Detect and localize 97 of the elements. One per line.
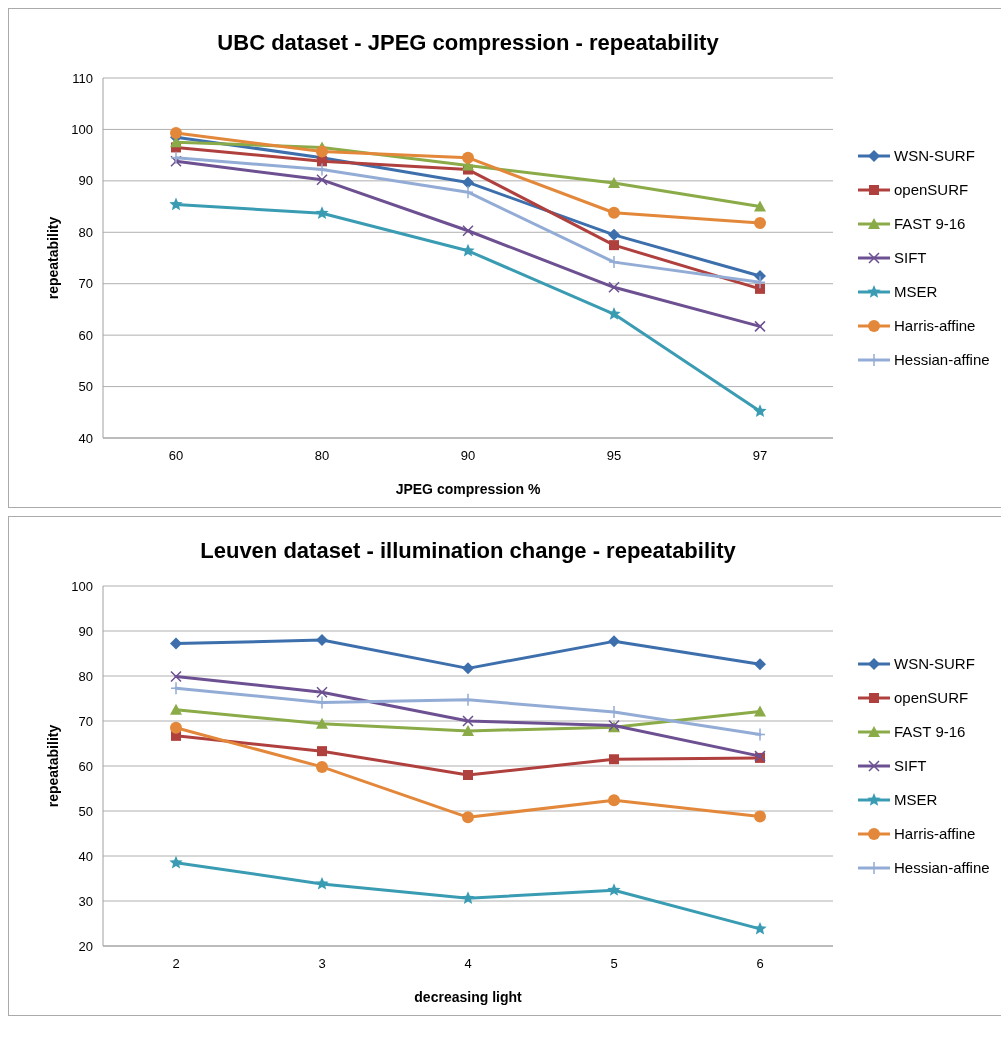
point [608, 635, 620, 648]
legend-label: Hessian-affine [894, 859, 990, 877]
point [170, 155, 182, 168]
point [754, 810, 766, 823]
point [607, 307, 621, 320]
point [462, 151, 474, 164]
y-axis-title: repeatability [45, 216, 61, 300]
y-tick-label: 30 [78, 893, 93, 909]
chart-title: Leuven dataset - illumination change - repeatability [200, 538, 737, 563]
point [316, 760, 328, 773]
point [315, 876, 329, 890]
x-tick-label: 5 [610, 956, 618, 971]
chart-title: UBC dataset - JPEG compression - repeatability [217, 30, 720, 55]
x-tick-label: 80 [314, 448, 330, 463]
point [755, 283, 765, 294]
point [170, 721, 182, 734]
legend-label: Harris-affine [894, 825, 976, 843]
point [169, 855, 183, 869]
y-tick-label: 110 [72, 70, 93, 86]
point [608, 206, 620, 219]
point [608, 255, 620, 269]
point [462, 224, 474, 237]
y-tick-label: 20 [78, 938, 93, 954]
y-tick-label: 90 [78, 623, 93, 639]
point [461, 891, 475, 904]
legend-label: FAST 9-16 [894, 215, 966, 233]
x-axis-title: JPEG compression % [395, 481, 541, 497]
point [608, 281, 620, 294]
y-tick-label: 60 [78, 327, 93, 343]
point [608, 176, 620, 188]
point [754, 200, 766, 212]
point [754, 705, 766, 717]
point [170, 670, 182, 683]
legend-label: MSER [894, 791, 938, 809]
point [170, 127, 182, 140]
point [463, 770, 473, 780]
point [462, 811, 474, 824]
legend-label: SIFT [894, 249, 927, 267]
y-tick-label: 70 [78, 713, 93, 729]
legend-label: Harris-affine [894, 317, 976, 335]
x-tick-label: 97 [752, 448, 768, 463]
x-axis-title: decreasing light [414, 989, 523, 1005]
legend-label: openSURF [894, 181, 969, 199]
point [462, 176, 474, 189]
point [170, 637, 182, 650]
y-tick-label: 80 [78, 668, 93, 684]
x-tick-label: 95 [606, 448, 622, 463]
y-tick-label: 100 [71, 578, 93, 594]
y-tick-label: 70 [78, 276, 93, 292]
x-tick-label: 6 [756, 956, 764, 971]
x-tick-label: 90 [460, 448, 476, 463]
point [753, 921, 767, 935]
point [462, 662, 474, 675]
point [754, 658, 766, 671]
y-tick-label: 50 [78, 803, 93, 819]
point [315, 206, 329, 219]
point [754, 727, 766, 742]
point [317, 746, 327, 757]
x-tick-label: 2 [172, 956, 180, 971]
y-tick-label: 100 [71, 121, 93, 137]
legend-label: SIFT [894, 757, 927, 775]
point [462, 715, 474, 727]
point [754, 320, 766, 333]
x-tick-label: 60 [168, 448, 184, 463]
y-tick-label: 60 [78, 758, 93, 774]
legend-label: openSURF [894, 689, 969, 707]
legend-label: WSN-SURF [894, 147, 975, 165]
point [316, 634, 328, 646]
point [754, 217, 766, 230]
point [462, 724, 474, 736]
point [170, 703, 182, 715]
x-tick-label: 4 [464, 956, 472, 971]
point [609, 240, 619, 251]
point [608, 228, 620, 241]
y-tick-label: 80 [78, 224, 93, 240]
y-tick-label: 40 [78, 848, 93, 864]
point [753, 404, 767, 417]
point [607, 883, 621, 896]
point [609, 754, 619, 765]
legend-label: WSN-SURF [894, 655, 975, 673]
point [317, 156, 327, 167]
point [316, 145, 328, 158]
y-tick-label: 50 [78, 379, 93, 395]
y-tick-label: 90 [78, 173, 93, 189]
point [169, 197, 183, 211]
point [316, 717, 328, 729]
point [316, 686, 328, 698]
y-tick-label: 40 [78, 430, 93, 446]
point [316, 174, 328, 186]
legend-label: Hessian-affine [894, 351, 990, 369]
point [316, 162, 328, 177]
legend-label: FAST 9-16 [894, 723, 966, 741]
y-axis-title: repeatability [45, 724, 61, 808]
x-tick-label: 3 [318, 956, 326, 971]
legend-label: MSER [894, 283, 938, 301]
point [608, 794, 620, 807]
point [170, 681, 182, 695]
